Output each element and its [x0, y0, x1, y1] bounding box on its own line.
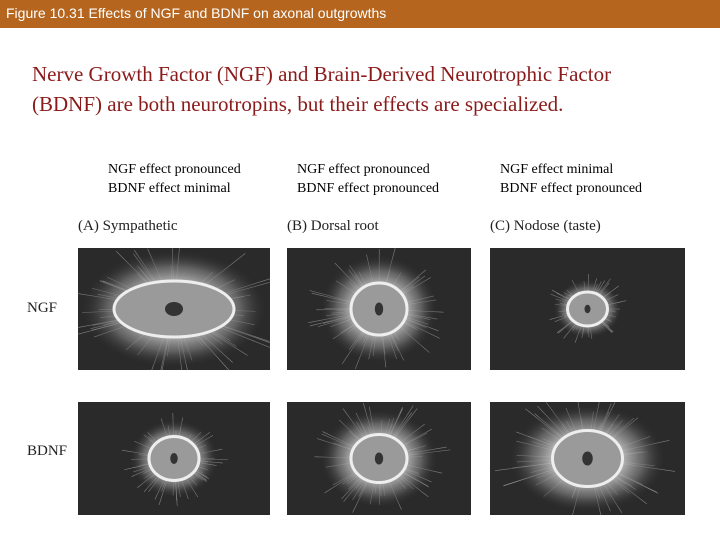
core	[582, 451, 593, 466]
core	[374, 302, 384, 316]
core	[165, 302, 183, 316]
note: NGF effect minimal	[500, 162, 614, 177]
note: NGF effect pronounced	[297, 162, 430, 177]
intro-line: (BDNF) are both neurotropins, but their …	[32, 92, 564, 116]
intro-line: Nerve Growth Factor (NGF) and Brain-Deri…	[32, 62, 612, 86]
header-title: Figure 10.31 Effects of NGF and BDNF on …	[6, 5, 387, 21]
core	[374, 452, 384, 465]
column-label: (B) Dorsal root	[287, 218, 379, 234]
note: NGF effect pronounced	[108, 162, 241, 177]
column-label: (C) Nodose (taste)	[490, 218, 601, 234]
header-bar: Figure 10.31 Effects of NGF and BDNF on …	[0, 0, 720, 28]
core	[584, 304, 591, 314]
note: BDNF effect pronounced	[297, 181, 440, 196]
column-label: (A) Sympathetic	[78, 218, 178, 234]
note: BDNF effect pronounced	[500, 181, 643, 196]
row-label: BDNF	[27, 443, 68, 459]
row-label: NGF	[27, 300, 58, 316]
core	[170, 453, 178, 464]
note: BDNF effect minimal	[108, 181, 231, 196]
